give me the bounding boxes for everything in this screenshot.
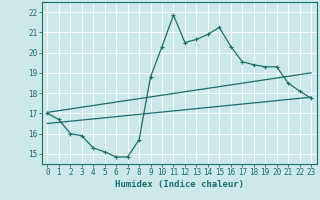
X-axis label: Humidex (Indice chaleur): Humidex (Indice chaleur) [115, 180, 244, 189]
